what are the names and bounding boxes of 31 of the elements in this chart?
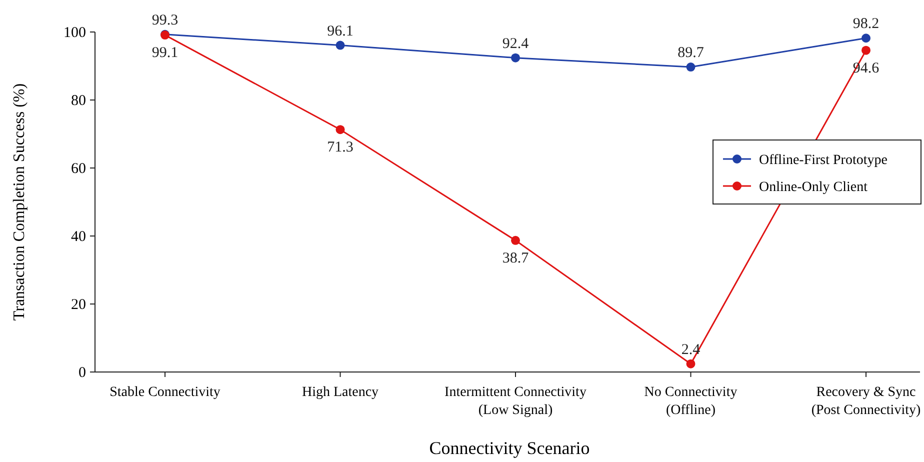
point	[686, 359, 696, 368]
x-tick-label: Intermittent Connectivity (Low Signal)	[444, 385, 586, 418]
legend-label: Offline-First Prototype	[759, 153, 888, 168]
point	[336, 40, 345, 50]
x-tick-label: Stable Connectivity	[110, 385, 220, 400]
data-label: 99.1	[152, 45, 178, 62]
data-label: 96.1	[327, 23, 354, 40]
y-tick-label: 100	[64, 25, 86, 41]
legend-label: Online-Only Client	[759, 180, 868, 195]
y-tick-label: 40	[71, 229, 86, 245]
x-tick-label: Recovery & Sync (Post Connectivity)	[811, 385, 921, 418]
x-tick-label: High Latency	[302, 385, 379, 400]
data-label: 92.4	[502, 36, 530, 52]
data-label: 89.7	[678, 45, 704, 62]
data-label: 98.2	[852, 16, 880, 32]
data-label: 71.3	[327, 140, 354, 156]
y-tick-label: 0	[78, 365, 86, 381]
y-tick-label: 20	[71, 297, 86, 313]
point	[862, 46, 870, 55]
point	[686, 62, 696, 72]
point	[862, 34, 870, 43]
data-label: 38.7	[502, 250, 530, 266]
point	[511, 236, 520, 245]
y-axis-title: Transaction Completion Success (%)	[11, 83, 28, 321]
point	[336, 125, 345, 134]
x-tick-label: No Connectivity (Offline)	[644, 385, 738, 418]
data-label: 99.3	[152, 12, 178, 28]
y-tick-label: 80	[71, 93, 86, 109]
x-axis-title: Connectivity Scenario	[429, 438, 590, 458]
y-tick-label: 60	[71, 161, 86, 177]
point	[511, 53, 520, 62]
